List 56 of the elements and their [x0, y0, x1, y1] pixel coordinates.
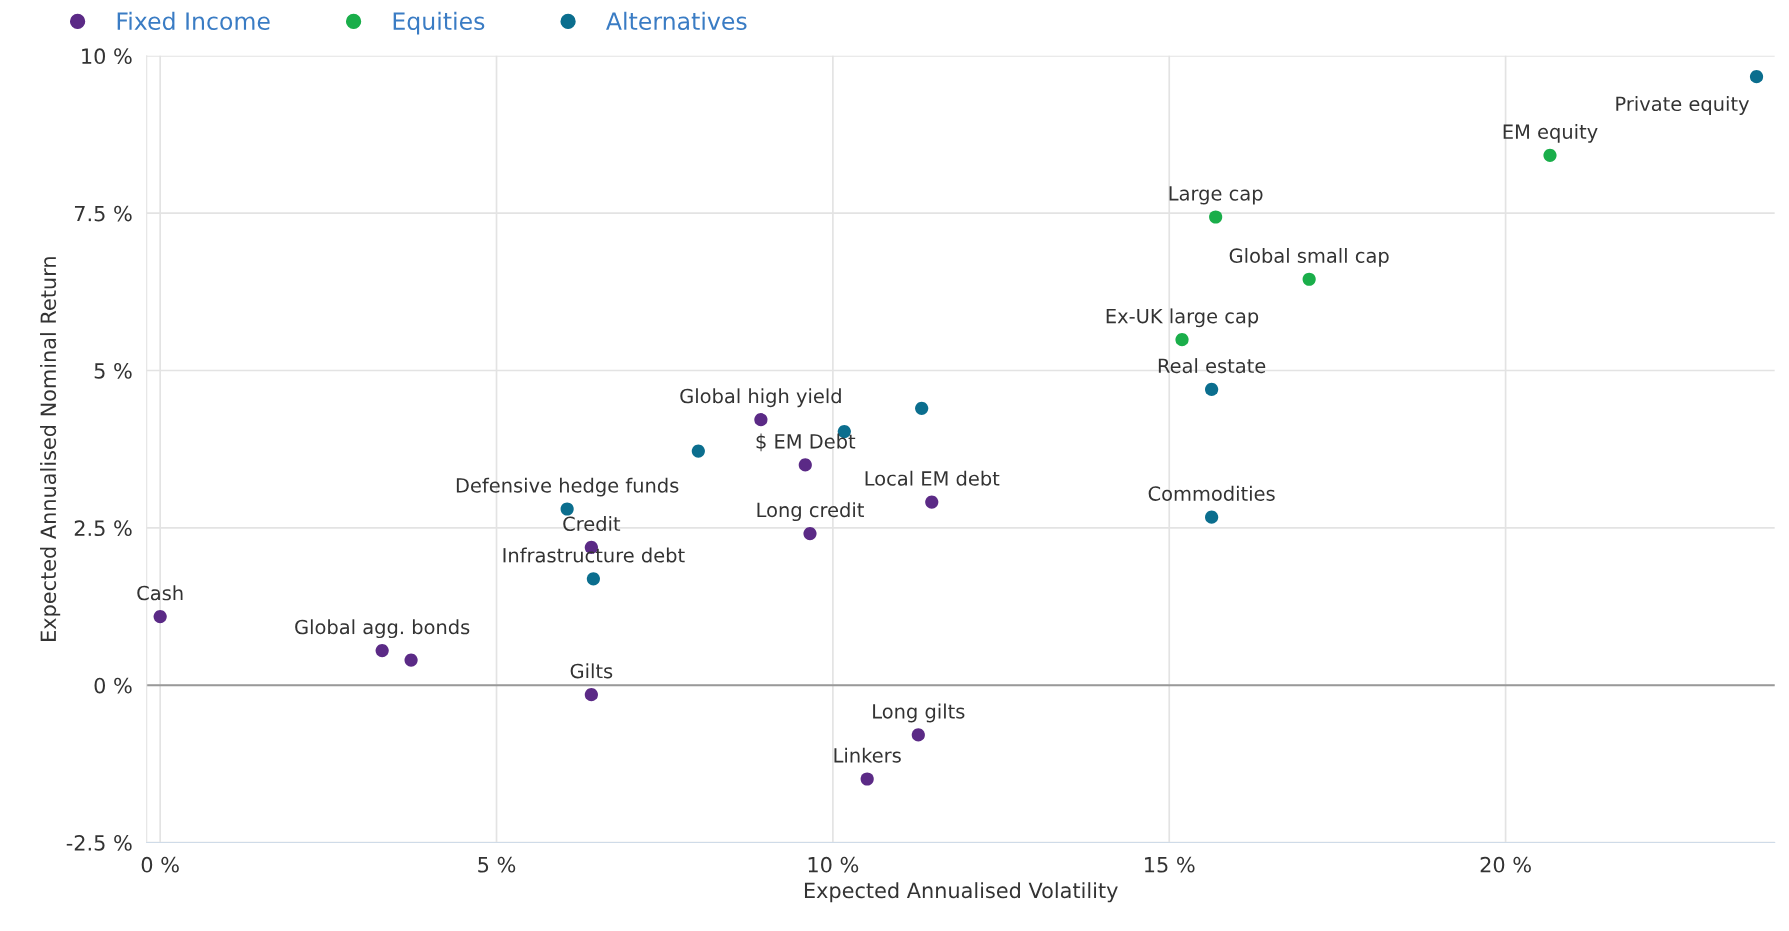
y-tick-label: 2.5 % [74, 520, 132, 537]
x-tick-label: 10 % [808, 856, 859, 873]
y-tick-label: 10 % [82, 48, 132, 65]
point [860, 772, 874, 786]
annotation: Large cap [1169, 186, 1263, 205]
annotation: Infrastructure debt [503, 547, 685, 563]
annotation: Ex-UK large cap [1106, 308, 1259, 328]
annotation: $ EM Debt [756, 433, 856, 452]
y-tick-label: 5 % [94, 362, 132, 379]
point [798, 458, 812, 472]
y-tick-label: 0 % [94, 677, 132, 694]
point [1302, 272, 1316, 286]
y-axis-title: Expected Annualised Nominal Return [40, 257, 61, 641]
y-tick-label: -2.5 % [66, 835, 132, 851]
annotation: Global agg. bonds [295, 619, 470, 639]
annotation: Gilts [570, 663, 613, 679]
annotation: Defensive hedge funds [456, 477, 679, 497]
legend-label: Equities [393, 11, 485, 35]
point [691, 444, 705, 458]
annotation: Private equity [1616, 96, 1749, 115]
annotation: Credit [563, 516, 621, 532]
annotation: Global small cap [1229, 247, 1389, 267]
point [153, 610, 167, 624]
y-tick-label: 7.5 % [74, 205, 132, 222]
x-tick-label: 0 % [141, 856, 179, 873]
point [1543, 148, 1557, 162]
annotation: Linkers [834, 747, 901, 763]
legend-label: Alternatives [606, 11, 747, 31]
legend-label: Fixed Income [117, 11, 270, 31]
point [586, 572, 600, 586]
x-tick-label: 5 % [478, 856, 516, 873]
point [754, 413, 768, 427]
point [925, 495, 939, 509]
point [584, 688, 598, 702]
annotation: Real estate [1158, 358, 1266, 374]
annotation: Cash [137, 585, 183, 601]
x-axis-title: Expected Annualised Volatility [804, 882, 1118, 903]
point [1205, 510, 1219, 524]
point [1175, 333, 1189, 347]
point [404, 653, 418, 667]
point [375, 644, 389, 658]
x-tick-label: 15 % [1145, 856, 1195, 873]
point [560, 502, 574, 516]
annotation: Local EM debt [865, 470, 1000, 486]
annotation: Global high yield [680, 388, 841, 408]
x-tick-label: 20 % [1480, 856, 1531, 873]
annotation: Long credit [757, 502, 864, 522]
point [1205, 382, 1219, 397]
point [915, 401, 929, 415]
point [1209, 210, 1223, 224]
annotation: Long gilts [873, 703, 965, 723]
point [1749, 70, 1764, 84]
point [803, 526, 817, 541]
point [911, 728, 925, 742]
annotation: Commodities [1148, 485, 1275, 501]
annotation: EM equity [1503, 123, 1598, 143]
